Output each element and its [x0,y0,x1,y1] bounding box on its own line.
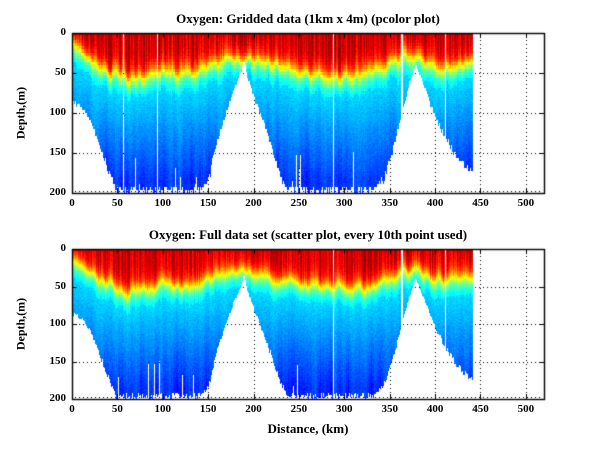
x-tick-label: 100 [154,197,172,209]
bottom-plot-ylabel: Depth,(m) [13,297,28,351]
y-tick-label: 100 [49,317,67,329]
y-tick-label: 150 [49,354,67,367]
x-tick-label: 400 [426,403,444,415]
bottom-plot-title: Oxygen: Full data set (scatter plot, eve… [148,227,468,242]
y-tick-label: 100 [49,106,67,118]
top-plot-title: Oxygen: Gridded data (1km x 4m) (pcolor … [176,11,440,26]
x-tick-label: 250 [290,197,308,209]
x-tick-label: 500 [517,403,535,415]
y-tick-label: 200 [49,186,67,198]
x-tick-label: 450 [472,197,489,209]
x-tick-label: 150 [199,403,217,415]
x-tick-label: 450 [472,403,489,415]
x-tick-label: 0 [69,403,75,415]
y-tick-label: 50 [55,279,66,292]
x-tick-label: 100 [154,403,172,415]
y-tick-label: 150 [49,146,67,158]
x-tick-label: 50 [111,403,123,415]
x-tick-label: 0 [69,197,75,209]
x-tick-label: 50 [111,197,123,209]
y-tick-label: 0 [60,242,67,254]
x-tick-label: 300 [336,197,353,209]
x-tick-label: 500 [517,197,535,209]
y-tick-label: 200 [49,392,67,404]
x-tick-label: 300 [336,403,353,415]
x-tick-label: 400 [426,197,444,209]
x-axis-label: Distance, (km) [267,421,349,436]
x-tick-label: 200 [245,197,262,209]
x-tick-label: 200 [245,403,262,415]
x-tick-label: 350 [381,403,398,415]
top-plot-ylabel: Depth,(m) [13,86,28,140]
y-tick-label: 0 [60,26,67,38]
y-tick-label: 50 [55,66,66,78]
x-tick-label: 350 [381,197,398,209]
x-tick-label: 250 [290,403,308,415]
x-tick-label: 150 [199,197,217,209]
